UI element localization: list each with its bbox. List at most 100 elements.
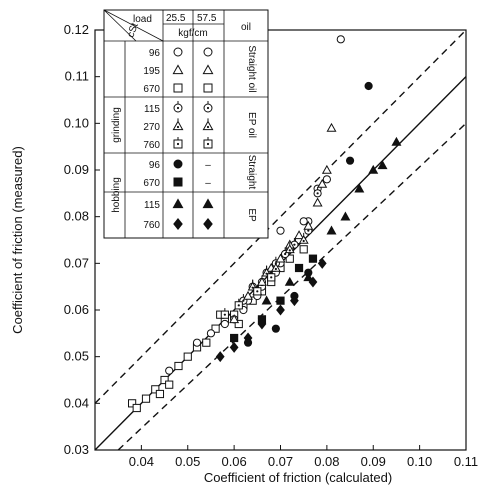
legend-marker-square-filled xyxy=(173,177,183,187)
x-tick-label: 0.06 xyxy=(221,454,246,469)
data-point-triangle-filled xyxy=(368,164,379,174)
legend-cst-value: 115 xyxy=(144,200,160,211)
legend-marker-none: – xyxy=(205,160,211,171)
data-point-circle xyxy=(276,226,285,235)
data-point-triangle xyxy=(312,197,323,207)
data-point-circle-dot xyxy=(313,186,322,198)
data-point-triangle-filled xyxy=(284,276,295,286)
legend-oil-straight-oil: Straight oil xyxy=(246,45,257,92)
data-point-square xyxy=(174,361,183,371)
x-tick-label: 0.04 xyxy=(129,454,154,469)
legend-marker-triangle-filled xyxy=(172,198,184,209)
y-tick-label: 0.10 xyxy=(64,115,89,130)
x-axis-label: Coefficient of friction (calculated) xyxy=(204,470,392,485)
x-tick-label: 0.05 xyxy=(175,454,200,469)
y-tick-label: 0.12 xyxy=(64,22,89,37)
legend-header-load: load xyxy=(133,14,152,25)
y-tick-label: 0.06 xyxy=(64,302,89,317)
data-point-square xyxy=(141,394,151,403)
legend-header-cst: cSt xyxy=(125,21,140,39)
legend-rows: 96 195 670 115 270 760 96 – 670 – 115 760 xyxy=(143,47,214,231)
data-point-circle xyxy=(206,329,216,338)
legend-marker-triangle xyxy=(202,64,214,75)
legend-marker-none: – xyxy=(205,178,211,189)
x-tick-label: 0.11 xyxy=(454,454,478,469)
legend-marker-triangle xyxy=(172,64,184,75)
data-point-diamond-filled xyxy=(317,257,327,269)
legend-cst-value: 760 xyxy=(143,220,160,231)
legend-marker-square xyxy=(173,83,183,93)
data-point-triangle-filled xyxy=(261,295,272,305)
data-point-diamond-filled xyxy=(290,295,299,307)
legend-marker-triangle-dot xyxy=(202,118,214,131)
bound-line-dashed xyxy=(95,30,466,404)
legend-oil-ep-oil: EP oil xyxy=(246,112,257,138)
data-points xyxy=(128,35,402,413)
y-tick-label: 0.11 xyxy=(65,69,89,84)
legend-marker-square-dot xyxy=(173,137,183,149)
data-point-triangle-dot xyxy=(284,242,295,254)
y-tick-label: 0.09 xyxy=(64,162,89,177)
legend-cst-value: 760 xyxy=(143,140,160,151)
data-point-triangle-filled xyxy=(303,272,314,282)
legend-header-load1: 25.5 xyxy=(166,13,186,24)
legend-marker-circle-dot xyxy=(173,101,183,113)
y-axis-label: Coefficient of friction (measured) xyxy=(10,146,25,334)
data-point-triangle xyxy=(294,230,305,240)
data-point-triangle-dot xyxy=(270,260,281,272)
y-tick-label: 0.03 xyxy=(64,442,89,457)
axis-ticks: 0.04 0.05 0.06 0.07 0.08 0.09 0.10 0.11 0.03 0.04… xyxy=(64,22,478,469)
data-point-triangle-filled xyxy=(354,183,365,193)
data-point-square xyxy=(211,324,220,333)
data-point-triangle xyxy=(243,290,254,300)
legend-marker-triangle-dot xyxy=(172,118,184,131)
legend-frame xyxy=(103,9,269,239)
data-point-square xyxy=(299,245,308,254)
legend-cst-value: 115 xyxy=(144,104,160,115)
bound-line-dashed xyxy=(117,122,466,450)
data-point-triangle xyxy=(321,164,332,174)
x-tick-label: 0.08 xyxy=(314,454,339,469)
data-point-diamond-filled xyxy=(276,304,285,316)
y-tick-label: 0.07 xyxy=(64,255,89,270)
legend-cst-value: 195 xyxy=(143,66,160,77)
legend-header-unit: kgf/cm xyxy=(178,28,207,39)
legend-oil-straight: Straight xyxy=(246,155,257,190)
data-point-triangle xyxy=(275,253,286,263)
data-point-diamond-filled xyxy=(257,318,267,330)
legend-header-load2: 57.5 xyxy=(197,13,217,24)
legend-marker-triangle-filled xyxy=(202,198,214,209)
data-point-square xyxy=(155,389,165,399)
data-point-circle xyxy=(299,217,308,226)
svg-text:–: – xyxy=(205,160,211,171)
data-point-triangle xyxy=(303,220,314,230)
data-point-square-filled xyxy=(230,333,239,343)
legend-cst-value: 96 xyxy=(149,160,161,171)
data-point-circle xyxy=(322,175,331,184)
data-point-square-dot xyxy=(234,298,243,310)
data-point-square xyxy=(165,380,174,389)
data-point-square xyxy=(160,375,169,385)
legend-oil-ep: EP xyxy=(246,208,257,222)
legend-process-hobbing: hobbing xyxy=(111,177,122,213)
legend-process-grinding: grinding xyxy=(111,107,122,143)
data-point-circle xyxy=(192,338,202,347)
legend-table: load cSt 25.5 57.5 kgf/cm oil grinding h… xyxy=(103,9,269,239)
data-point-square-dot xyxy=(220,308,229,319)
data-point-square xyxy=(234,319,243,329)
legend-marker-diamond-filled xyxy=(203,217,213,231)
data-point-square xyxy=(132,403,141,413)
legend-marker-circle xyxy=(203,47,213,57)
data-point-triangle xyxy=(256,276,267,286)
y-tick-label: 0.04 xyxy=(64,395,89,410)
legend-marker-circle-dot xyxy=(203,101,213,113)
x-tick-label: 0.10 xyxy=(407,454,432,469)
x-tick-label: 0.07 xyxy=(268,454,293,469)
legend-cst-value: 96 xyxy=(149,48,161,59)
data-point-circle xyxy=(336,35,345,44)
data-point-triangle-filled xyxy=(391,136,402,146)
data-point-diamond-filled xyxy=(308,276,318,288)
data-point-square xyxy=(151,385,160,394)
svg-text:–: – xyxy=(205,178,211,189)
